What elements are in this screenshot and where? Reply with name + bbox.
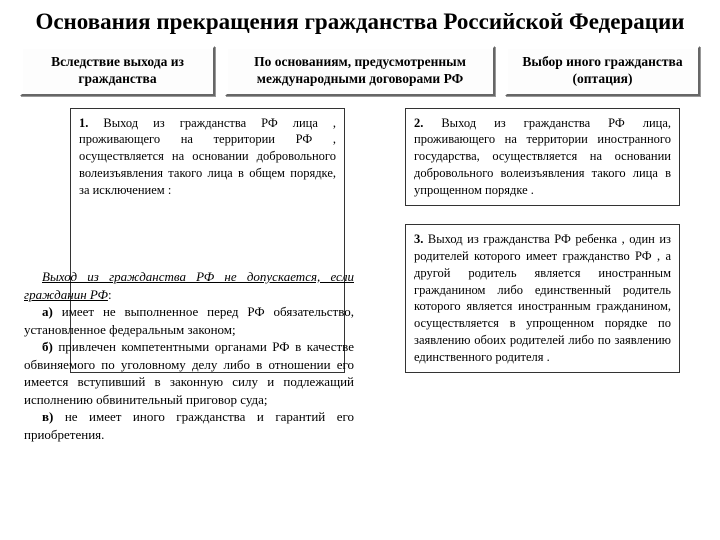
restriction-b-text: привлечен компетентными органами РФ в ка… (24, 339, 354, 407)
detail-box-3: 3. Выход из гражданства РФ ребенка , оди… (405, 224, 680, 373)
top-box-optation: Выбор иного гражданства (оптация) (505, 46, 700, 96)
restrictions-block: Выход из гражданства РФ не допускается, … (24, 268, 354, 443)
detail-box-2: 2. Выход из гражданства РФ лица, прожива… (405, 108, 680, 206)
restrictions-colon: : (108, 287, 112, 302)
top-box-exit: Вследствие выхода из гражданства (20, 46, 215, 96)
detail-1-text: Выход из гражданства РФ лица , проживающ… (79, 116, 336, 198)
restriction-c-label: в) (42, 409, 53, 424)
top-row: Вследствие выхода из гражданства По осно… (0, 40, 720, 96)
detail-2-num: 2. (414, 116, 423, 130)
restriction-a-text: имеет не выполненное перед РФ обязательс… (24, 304, 354, 337)
restriction-c: в) не имеет иного гражданства и гарантий… (24, 408, 354, 443)
restriction-c-text: не имеет иного гражданства и гарантий ег… (24, 409, 354, 442)
restriction-a: а) имеет не выполненное перед РФ обязате… (24, 303, 354, 338)
restrictions-lead-line: Выход из гражданства РФ не допускается, … (24, 268, 354, 303)
restriction-b: б) привлечен компетентными органами РФ в… (24, 338, 354, 408)
right-column: 2. Выход из гражданства РФ лица, прожива… (405, 108, 680, 373)
restriction-b-label: б) (42, 339, 53, 354)
detail-1-num: 1. (79, 116, 88, 130)
detail-3-num: 3. (414, 232, 423, 246)
detail-3-text: Выход из гражданства РФ ребенка , один и… (414, 232, 671, 364)
restriction-a-label: а) (42, 304, 53, 319)
restrictions-lead: Выход из гражданства РФ не допускается, … (24, 269, 354, 302)
page-title: Основания прекращения гражданства Россий… (0, 0, 720, 40)
top-box-intl: По основаниям, предусмотренным междунаро… (225, 46, 495, 96)
detail-2-text: Выход из гражданства РФ лица, проживающе… (414, 116, 671, 198)
